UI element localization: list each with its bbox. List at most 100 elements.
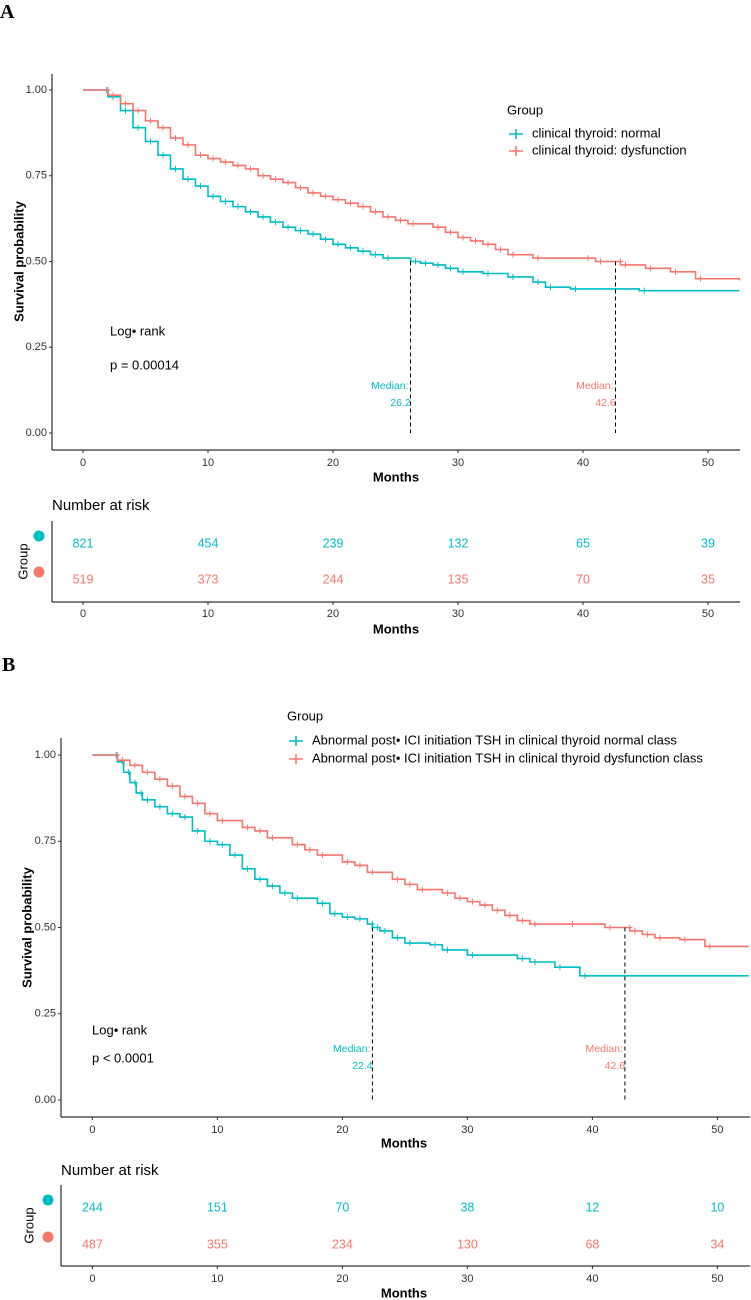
censor-mark: [507, 912, 513, 919]
y-tick-label: 0.75: [26, 170, 47, 182]
censor-mark: [607, 924, 613, 931]
censor-mark: [360, 203, 366, 210]
y-tick-label: 0.25: [26, 341, 47, 353]
censor-mark: [119, 757, 125, 764]
legend-label: clinical thyroid: normal: [532, 125, 661, 140]
legend-key: [509, 146, 523, 156]
censor-mark: [460, 268, 466, 275]
risk-x-tick-label: 40: [586, 1273, 598, 1285]
censor-mark: [185, 176, 191, 183]
x-tick-label: 0: [80, 457, 86, 469]
censor-mark: [698, 275, 703, 282]
censor-mark: [510, 251, 516, 258]
y-tick-label: 0.50: [35, 921, 56, 933]
censor-mark: [498, 246, 503, 253]
censor-mark: [357, 862, 363, 869]
censor-mark: [335, 241, 341, 248]
censor-mark: [198, 152, 203, 159]
censor-mark: [410, 220, 416, 227]
censor-mark: [360, 248, 366, 255]
median-value: 26.2: [390, 397, 411, 409]
censor-mark: [394, 934, 400, 941]
censor-mark: [210, 193, 216, 200]
censor-mark: [269, 883, 275, 890]
censor-mark: [623, 261, 628, 268]
censor-mark: [423, 260, 428, 267]
censor-mark: [257, 876, 263, 883]
censor-mark: [385, 213, 391, 220]
censor-mark: [135, 107, 141, 114]
censor-mark: [173, 165, 178, 172]
censor-mark: [273, 176, 278, 183]
risk-x-tick-label: 0: [80, 608, 86, 620]
censor-mark: [310, 231, 316, 238]
risk-x-tick-label: 10: [202, 608, 214, 620]
risk-x-tick-label: 0: [89, 1273, 95, 1285]
censor-mark: [385, 255, 391, 262]
risk-count: 34: [710, 1237, 724, 1251]
censor-mark: [173, 135, 178, 142]
legend-key: [289, 754, 303, 764]
censor-mark: [407, 881, 413, 888]
censor-mark: [373, 208, 378, 215]
risk-count: 151: [207, 1200, 228, 1214]
risk-y-axis-title: Group: [21, 1207, 36, 1243]
censor-mark: [573, 285, 578, 292]
censor-mark: [369, 869, 375, 876]
censor-mark: [132, 762, 138, 769]
censor-mark: [307, 846, 313, 853]
censor-mark: [632, 927, 638, 934]
censor-mark: [444, 890, 450, 896]
censor-mark: [235, 203, 241, 210]
y-tick-label: 0.25: [35, 1008, 56, 1020]
legend-title: Group: [287, 708, 323, 723]
censor-mark: [548, 284, 553, 291]
censor-mark: [482, 902, 488, 909]
censor-mark: [348, 244, 353, 251]
censor-mark: [382, 927, 388, 934]
x-tick-label: 40: [586, 1124, 598, 1136]
censor-mark: [257, 827, 263, 834]
median-label: Median:: [576, 380, 613, 392]
x-tick-label: 30: [461, 1124, 473, 1136]
risk-count: 70: [335, 1200, 349, 1214]
censor-mark: [210, 155, 216, 162]
x-axis-title: Months: [373, 469, 419, 484]
censor-mark: [494, 907, 500, 914]
censor-mark: [344, 858, 350, 865]
y-tick-label: 0.75: [35, 835, 56, 847]
censor-mark: [485, 241, 491, 248]
censor-mark: [219, 817, 225, 824]
censor-mark: [323, 193, 328, 200]
x-tick-label: 0: [89, 1124, 95, 1136]
censor-mark: [244, 824, 250, 831]
risk-count: 130: [457, 1237, 478, 1251]
y-tick-label: 0.50: [26, 255, 47, 267]
y-tick-label: 0.00: [26, 427, 47, 439]
censor-mark: [244, 865, 250, 872]
censor-mark: [194, 827, 200, 834]
risk-y-axis-title: Group: [15, 543, 30, 579]
censor-mark: [510, 273, 516, 280]
censor-mark: [160, 152, 166, 159]
censor-mark: [407, 940, 413, 947]
censor-mark: [357, 915, 363, 922]
risk-x-axis-title: Months: [381, 1285, 427, 1300]
censor-mark: [169, 783, 175, 790]
censor-mark: [448, 229, 453, 236]
x-tick-label: 50: [702, 457, 714, 469]
censor-mark: [569, 921, 575, 928]
risk-count: 135: [448, 572, 469, 586]
censor-mark: [335, 196, 341, 203]
risk-count: 38: [460, 1200, 474, 1214]
risk-x-tick-label: 20: [327, 608, 339, 620]
censor-mark: [219, 841, 225, 848]
risk-x-tick-label: 30: [461, 1273, 473, 1285]
risk-count: 65: [576, 536, 590, 550]
survival-curve-red: [83, 89, 741, 281]
test-label: Log• rank: [92, 1022, 148, 1037]
censor-mark: [448, 265, 453, 272]
censor-mark: [260, 213, 266, 220]
censor-mark: [260, 172, 266, 179]
